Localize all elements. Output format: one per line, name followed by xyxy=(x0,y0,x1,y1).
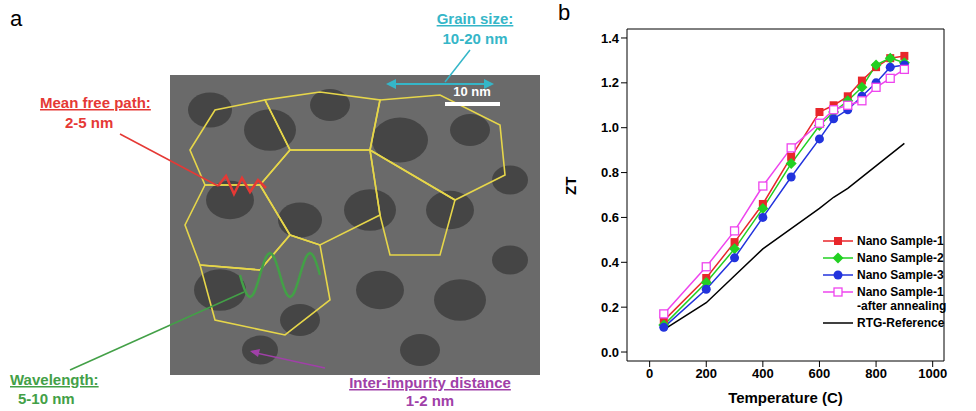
svg-text:200: 200 xyxy=(695,366,717,381)
html-text:RTG-Reference: RTG-Reference xyxy=(857,316,945,330)
svg-text:ZT: ZT xyxy=(562,177,579,195)
svg-text:10-20 nm: 10-20 nm xyxy=(442,30,507,47)
svg-text:Mean free path:: Mean free path: xyxy=(40,94,151,111)
html-text:Nano Sample-1 -after annealing: Nano Sample-1 -after annealing xyxy=(857,285,947,313)
svg-text:10 nm: 10 nm xyxy=(453,84,491,99)
svg-text:0.2: 0.2 xyxy=(601,300,619,315)
svg-text:0: 0 xyxy=(646,366,653,381)
svg-text:1-2 nm: 1-2 nm xyxy=(406,392,454,409)
svg-text:Inter-impurity distance: Inter-impurity distance xyxy=(349,374,511,391)
html-text:b: b xyxy=(558,0,571,25)
svg-text:a: a xyxy=(10,6,23,31)
svg-text:Wavelength:: Wavelength: xyxy=(10,371,99,388)
svg-text:800: 800 xyxy=(865,366,887,381)
svg-text:1.4: 1.4 xyxy=(601,31,620,46)
svg-text:400: 400 xyxy=(752,366,774,381)
svg-text:5-10 nm: 5-10 nm xyxy=(18,390,75,407)
svg-text:1000: 1000 xyxy=(918,366,947,381)
svg-text:600: 600 xyxy=(809,366,831,381)
svg-text:0.8: 0.8 xyxy=(601,165,619,180)
svg-text:Grain size:: Grain size: xyxy=(437,10,514,27)
svg-text:0.6: 0.6 xyxy=(601,210,619,225)
svg-text:0.0: 0.0 xyxy=(601,345,619,360)
svg-text:1.2: 1.2 xyxy=(601,75,619,90)
svg-text:0.4: 0.4 xyxy=(601,255,620,270)
svg-text:2-5 nm: 2-5 nm xyxy=(65,114,113,131)
svg-text:1.0: 1.0 xyxy=(601,120,619,135)
html-text:Nano Sample-2: Nano Sample-2 xyxy=(857,251,944,265)
html-text:Nano Sample-1: Nano Sample-1 xyxy=(857,234,944,248)
svg-text:Temperature (C): Temperature (C) xyxy=(728,389,843,406)
html-text:Nano Sample-3: Nano Sample-3 xyxy=(857,268,944,282)
